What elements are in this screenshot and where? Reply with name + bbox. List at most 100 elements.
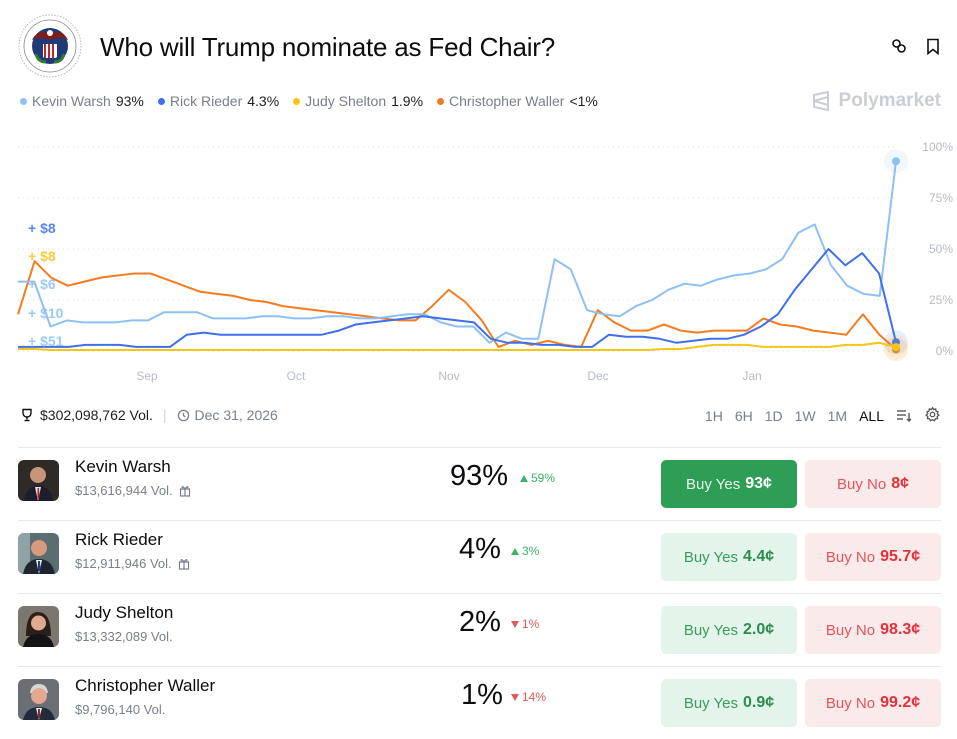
legend-item: Kevin Warsh 93% <box>20 93 144 109</box>
buy-no-button[interactable]: Buy No 8¢ <box>805 460 941 508</box>
outcome-row[interactable]: Christopher Waller $9,796,140 Vol. 1% 14… <box>18 667 941 739</box>
outcome-name[interactable]: Kevin Warsh <box>75 457 171 476</box>
outcome-probability: 4% <box>459 533 501 565</box>
divider <box>18 666 941 667</box>
buy-no-button[interactable]: Buy No 99.2¢ <box>805 679 941 727</box>
legend-name: Christopher Waller <box>449 93 565 109</box>
outcome-name[interactable]: Rick Rieder <box>75 530 163 549</box>
legend-dot <box>157 97 165 105</box>
outcome-row[interactable]: Kevin Warsh $13,616,944 Vol. 93% 59% Buy… <box>18 448 941 521</box>
divider <box>18 520 941 521</box>
market-header: Who will Trump nominate as Fed Chair? <box>18 14 943 80</box>
buy-no-button[interactable]: Buy No 95.7¢ <box>805 533 941 581</box>
series-endpoint <box>892 343 900 352</box>
legend-name: Rick Rieder <box>169 93 243 109</box>
polymarket-logo-icon <box>812 91 829 111</box>
avatar <box>18 606 59 647</box>
divider <box>18 447 941 448</box>
range-all[interactable]: ALL <box>859 408 884 424</box>
trade-annotation: + $10 <box>28 305 64 321</box>
trade-annotation: + $6 <box>28 276 56 292</box>
buy-no-button[interactable]: Buy No 98.3¢ <box>805 606 941 654</box>
outcome-row[interactable]: Judy Shelton $13,332,089 Vol. 2% 1% Buy … <box>18 594 941 667</box>
legend-dot <box>20 97 27 105</box>
legend-name: Kevin Warsh <box>32 93 111 109</box>
gift-icon <box>179 485 190 497</box>
outcome-change: 14% <box>511 690 546 704</box>
gear-icon[interactable] <box>924 406 941 426</box>
outcome-change-value: 3% <box>522 544 540 558</box>
buy-yes-button[interactable]: Buy Yes 93¢ <box>661 460 797 508</box>
outcome-volume: $13,616,944 Vol. <box>75 483 191 498</box>
x-tick-label: Oct <box>287 369 306 383</box>
series-endpoint <box>892 157 900 166</box>
trade-annotation: + $8 <box>28 248 56 264</box>
range-6h[interactable]: 6H <box>734 408 753 424</box>
outcome-name[interactable]: Judy Shelton <box>75 603 174 622</box>
avatar <box>18 533 59 574</box>
filter-sort-icon[interactable] <box>896 407 912 426</box>
polymarket-logo: Polymarket <box>811 90 941 112</box>
legend-dot <box>293 97 301 105</box>
x-tick-label: Jan <box>742 369 761 383</box>
legend-value: 93% <box>115 93 144 109</box>
price-chart[interactable]: 100% 75% 50% 25% 0% Sep Oct Nov Dec Jan + $8 + $8 + … <box>0 135 957 390</box>
range-1w[interactable]: 1W <box>794 408 816 424</box>
buy-yes-button[interactable]: Buy Yes 0.9¢ <box>661 679 797 727</box>
outcome-change-value: 1% <box>522 617 540 631</box>
buy-no-label: Buy No <box>825 621 876 639</box>
outcome-probability: 93% <box>450 460 509 492</box>
trade-annotation: + $8 <box>28 220 56 236</box>
series-line <box>18 341 897 351</box>
outcome-change-value: 14% <box>522 690 547 704</box>
gift-icon <box>178 558 189 570</box>
series-line <box>18 161 897 344</box>
trophy-icon <box>22 408 32 422</box>
bookmark-icon[interactable] <box>923 36 943 56</box>
end-date-text: Dec 31, 2026 <box>194 407 278 423</box>
buy-yes-button[interactable]: Buy Yes 4.4¢ <box>661 533 797 581</box>
buy-yes-label: Buy Yes <box>686 475 741 493</box>
legend-dot <box>437 97 445 105</box>
range-1m[interactable]: 1M <box>827 408 848 424</box>
buy-no-label: Buy No <box>825 548 876 566</box>
buy-yes-price: 2.0¢ <box>743 621 775 638</box>
triangle-down-icon <box>511 693 519 701</box>
divider <box>18 593 941 594</box>
outcome-name[interactable]: Christopher Waller <box>75 676 216 695</box>
outcome-volume: $9,796,140 Vol. <box>75 702 165 717</box>
buy-yes-label: Buy Yes <box>683 548 739 566</box>
triangle-up-icon <box>520 474 528 482</box>
range-1h[interactable]: 1H <box>704 408 723 424</box>
buy-yes-price: 0.9¢ <box>743 694 775 711</box>
page-title: Who will Trump nominate as Fed Chair? <box>100 32 556 62</box>
outcome-volume-text: $13,616,944 Vol. <box>75 483 173 498</box>
clock-icon <box>177 409 189 421</box>
y-tick-label: 50% <box>929 242 953 256</box>
outcome-volume: $13,332,089 Vol. <box>75 629 173 644</box>
federal-reserve-seal-icon <box>18 14 82 78</box>
outcome-volume-text: $9,796,140 Vol. <box>75 702 166 717</box>
chart-svg: 100% 75% 50% 25% 0% Sep Oct Nov Dec Jan + $8 + $8 + … <box>17 140 953 383</box>
outcome-change: 1% <box>511 617 539 631</box>
buy-no-label: Buy No <box>825 694 876 712</box>
range-1d[interactable]: 1D <box>764 408 783 424</box>
link-icon[interactable] <box>889 36 909 56</box>
outcome-volume-text: $12,911,946 Vol. <box>75 556 172 571</box>
time-range-selector: 1H 6H 1D 1W 1M ALL <box>705 406 941 426</box>
legend-item: Rick Rieder 4.3% <box>157 93 279 109</box>
outcome-row[interactable]: Rick Rieder $12,911,946 Vol. 4% 3% Buy Y… <box>18 521 941 594</box>
trade-annotation: + $51 <box>28 333 64 349</box>
buy-no-price: 95.7¢ <box>880 548 921 565</box>
avatar <box>18 679 59 720</box>
buy-yes-price: 4.4¢ <box>743 548 775 565</box>
legend-item: Judy Shelton 1.9% <box>293 93 423 109</box>
buy-yes-button[interactable]: Buy Yes 2.0¢ <box>661 606 797 654</box>
x-tick-label: Sep <box>136 369 158 383</box>
legend-value: 1.9% <box>391 93 424 109</box>
end-date: Dec 31, 2026 <box>177 407 278 423</box>
x-tick-label: Nov <box>438 369 459 383</box>
buy-no-label: Buy No <box>837 475 887 493</box>
legend-name: Judy Shelton <box>305 93 387 109</box>
brand-name: Polymarket <box>838 90 941 111</box>
